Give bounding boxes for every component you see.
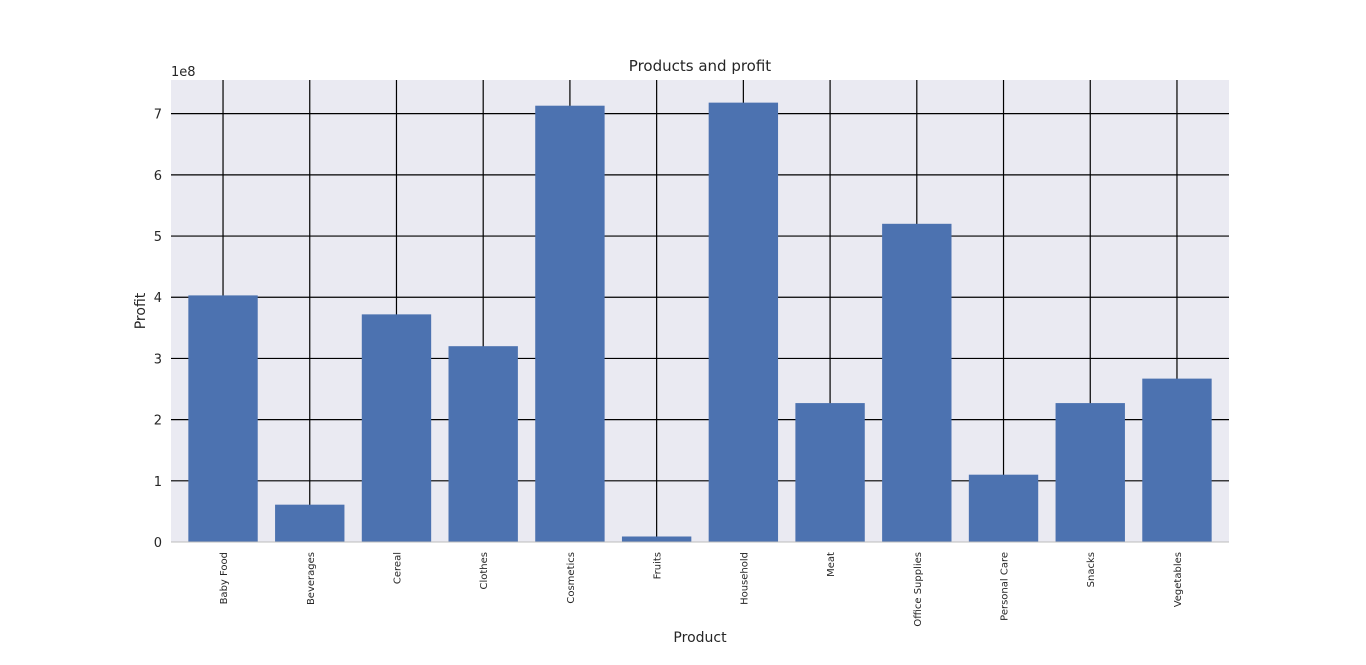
x-tick-label: Baby Food (219, 552, 230, 604)
y-tick-labels: 0 1 2 3 4 5 6 7 (154, 108, 162, 551)
bar (621, 536, 692, 542)
bar (361, 314, 432, 542)
bars (188, 102, 1212, 543)
bar (188, 295, 258, 542)
x-tick-label: Cereal (392, 552, 403, 584)
x-tick-label: Beverages (306, 552, 317, 605)
x-axis-label: Product (673, 630, 727, 646)
x-tick-label: Vegetables (1173, 552, 1184, 607)
y-tick-label: 6 (154, 169, 162, 184)
x-tick-labels: Baby Food Beverages Cereal Clothes Cosmetics… (219, 552, 1184, 627)
bar (795, 403, 865, 542)
y-axis-label: Profit (133, 292, 149, 329)
bar (882, 223, 952, 542)
x-tick-label: Household (739, 552, 750, 605)
y-tick-label: 4 (154, 291, 162, 306)
y-tick-label: 0 (154, 536, 162, 551)
x-tick-label: Fruits (653, 552, 664, 579)
y-tick-label: 3 (154, 352, 162, 367)
y-tick-label: 5 (154, 230, 162, 245)
bar (1142, 378, 1212, 542)
plot-area (171, 80, 1229, 542)
y-tick-label: 1 (154, 475, 162, 490)
y-tick-label: 7 (154, 108, 162, 123)
x-tick-label: Personal Care (1000, 552, 1011, 621)
x-tick-label: Snacks (1086, 552, 1097, 587)
x-tick-label: Cosmetics (566, 552, 577, 604)
x-tick-label: Office Supplies (913, 552, 924, 627)
bar (275, 504, 345, 542)
bar (448, 346, 518, 542)
x-tick-label: Clothes (479, 552, 490, 590)
bar (1055, 403, 1125, 542)
chart-title: Products and profit (629, 57, 772, 75)
y-tick-label: 2 (154, 414, 162, 429)
bar (535, 105, 605, 543)
y-axis-offset-text: 1e8 (171, 65, 196, 80)
bar (708, 102, 779, 543)
x-tick-label: Meat (826, 552, 837, 577)
bar (968, 474, 1039, 542)
